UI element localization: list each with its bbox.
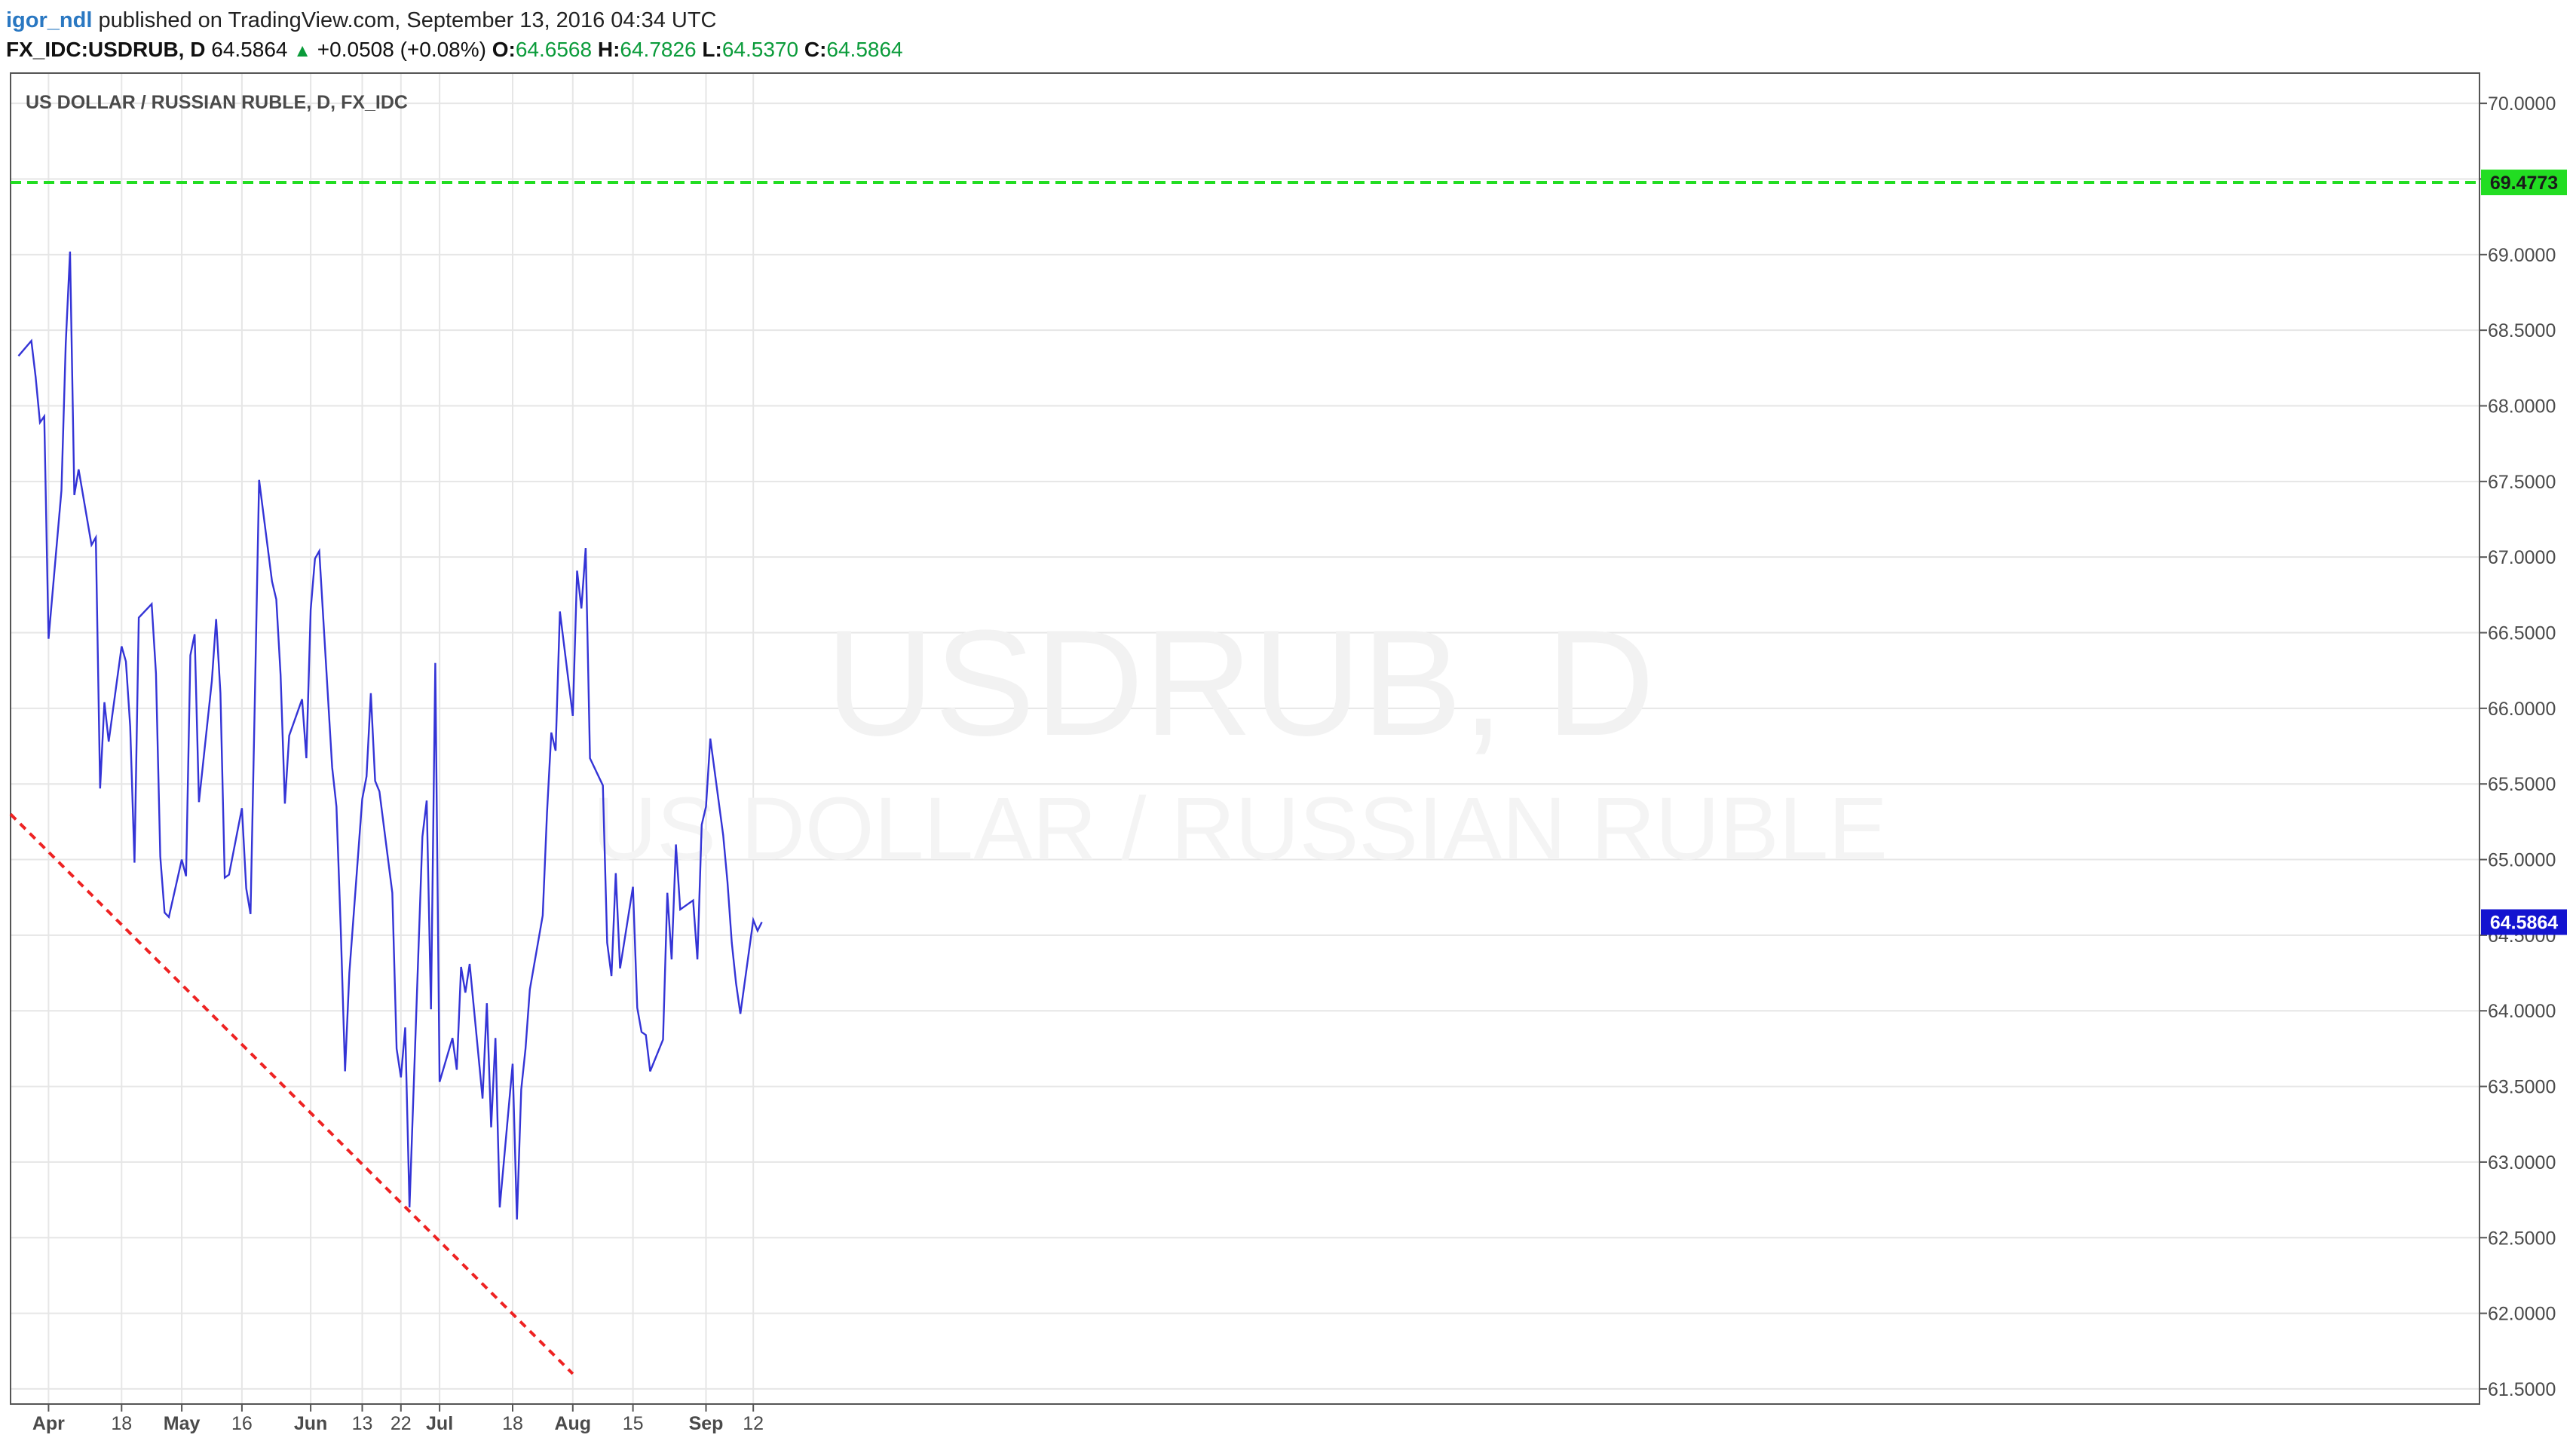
- watermark-symbol: USDRUB, D: [825, 599, 1655, 767]
- up-triangle-icon: ▲: [293, 41, 312, 61]
- price-tick-label: 64.0000: [2488, 1001, 2556, 1022]
- symbol-label: FX_IDC:USDRUB, D: [6, 38, 206, 61]
- time-tick-label: Aug: [554, 1413, 591, 1434]
- open-label: O:: [492, 38, 516, 61]
- time-tick-label: Jun: [294, 1413, 327, 1434]
- price-tick-label: 63.5000: [2488, 1077, 2556, 1098]
- time-tick-label: 18: [111, 1413, 132, 1434]
- price-tick-label: 65.0000: [2488, 850, 2556, 871]
- price-axis[interactable]: 70.000069.500069.000068.500068.000067.50…: [2479, 73, 2556, 1404]
- price-tick-label: 68.0000: [2488, 396, 2556, 418]
- time-tick-label: 18: [502, 1413, 523, 1434]
- price-tick-label: 63.0000: [2488, 1152, 2556, 1173]
- published-text: published on TradingView.com, September …: [98, 8, 717, 32]
- grid: [11, 73, 2480, 1404]
- resistance-price-label-text: 69.4773: [2490, 173, 2558, 194]
- price-tick-label: 69.0000: [2488, 245, 2556, 266]
- time-tick-label: 12: [743, 1413, 764, 1434]
- price-tick-label: 70.0000: [2488, 93, 2556, 115]
- time-tick-label: 16: [231, 1413, 253, 1434]
- time-axis[interactable]: Apr 18 May 16 Jun 13 22 Jul 18 Aug 15 Sep 12: [32, 1404, 764, 1434]
- time-tick-label: 15: [623, 1413, 644, 1434]
- time-tick-label: May: [164, 1413, 201, 1434]
- low-label: L:: [702, 38, 722, 61]
- price-tick-label: 66.5000: [2488, 623, 2556, 644]
- chart-title: US DOLLAR / RUSSIAN RUBLE, D, FX_IDC: [26, 92, 408, 113]
- price-tick-label: 68.5000: [2488, 320, 2556, 341]
- watermark-name: US DOLLAR / RUSSIAN RUBLE: [593, 779, 1888, 879]
- resistance-price-label: 69.4773: [2481, 170, 2567, 196]
- price-tick-label: 66.0000: [2488, 699, 2556, 720]
- publish-info: igor_ndl published on TradingView.com, S…: [6, 3, 716, 38]
- low-value: 64.5370: [721, 38, 799, 61]
- price-tick-label: 62.5000: [2488, 1228, 2556, 1249]
- support-trend-line[interactable]: [9, 812, 574, 1375]
- price-tick-label: 62.0000: [2488, 1304, 2556, 1325]
- last-price: 64.5864: [211, 38, 288, 61]
- price-series-line: [17, 251, 763, 1220]
- price-tick-label: 67.5000: [2488, 472, 2556, 493]
- close-label: C:: [804, 38, 827, 61]
- author-link[interactable]: igor_ndl: [6, 8, 93, 32]
- high-label: H:: [597, 38, 620, 61]
- price-tick-label: 67.0000: [2488, 547, 2556, 568]
- high-value: 64.7826: [620, 38, 697, 61]
- last-price-label-text: 64.5864: [2490, 913, 2558, 934]
- price-tick-label: 65.5000: [2488, 774, 2556, 795]
- open-value: 64.6568: [515, 38, 593, 61]
- time-tick-label: 22: [391, 1413, 412, 1434]
- time-tick-label: Jul: [426, 1413, 453, 1434]
- price-change: +0.0508 (+0.08%): [317, 38, 486, 61]
- ohlc-legend: FX_IDC:USDRUB, D 64.5864 ▲ +0.0508 (+0.0…: [6, 35, 903, 65]
- time-tick-label: Apr: [32, 1413, 65, 1434]
- last-price-label: 64.5864: [2481, 909, 2567, 935]
- price-tick-label: 61.5000: [2488, 1379, 2556, 1400]
- time-tick-label: Sep: [689, 1413, 724, 1434]
- close-value: 64.5864: [826, 38, 903, 61]
- time-tick-label: 13: [352, 1413, 373, 1434]
